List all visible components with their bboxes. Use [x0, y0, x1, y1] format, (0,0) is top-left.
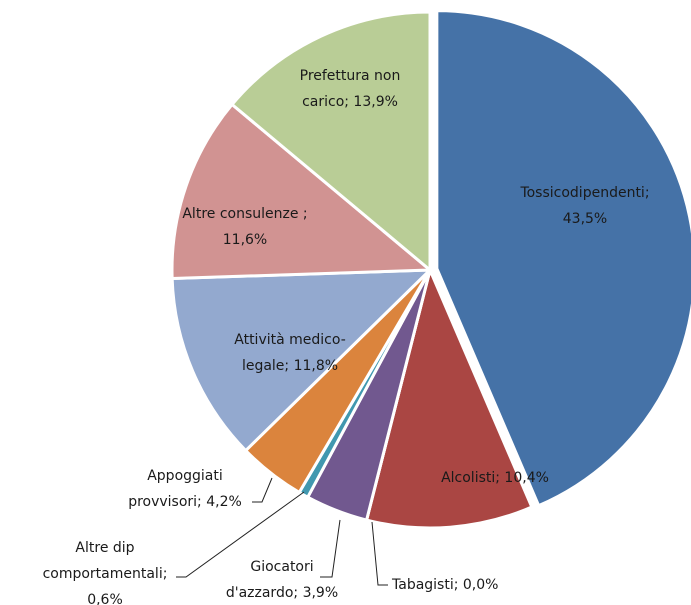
pie-slice: [365, 268, 534, 530]
data-label: Altre dip: [75, 540, 134, 556]
data-label: provvisori; 4,2%: [128, 494, 242, 510]
data-label: Appoggiati: [147, 468, 223, 484]
data-label: 0,6%: [87, 592, 123, 605]
data-label: carico; 13,9%: [302, 94, 398, 110]
leader-line: [320, 519, 341, 578]
data-label: Alcolisti; 10,4%: [441, 470, 549, 486]
pie-slice: [435, 9, 691, 508]
data-label: comportamentali;: [43, 566, 168, 582]
data-label: Prefettura non: [300, 68, 401, 84]
data-label: Tossicodipendenti;: [519, 185, 649, 201]
data-label: d'azzardo; 3,9%: [226, 585, 338, 601]
pie-slice: [230, 10, 432, 272]
data-label: Giocatori: [250, 559, 313, 575]
leader-line: [176, 491, 305, 578]
leader-line: [371, 521, 388, 586]
data-label: Tabagisti; 0,0%: [391, 577, 498, 593]
data-label: Attività medico-: [234, 332, 346, 348]
pie-slice: [170, 268, 432, 453]
data-label: legale; 11,8%: [242, 358, 338, 374]
pie-slice: [170, 102, 432, 281]
data-label: 11,6%: [223, 232, 267, 248]
data-label: 43,5%: [563, 211, 607, 227]
data-label: Altre consulenze ;: [182, 206, 307, 222]
leader-line: [252, 477, 273, 503]
